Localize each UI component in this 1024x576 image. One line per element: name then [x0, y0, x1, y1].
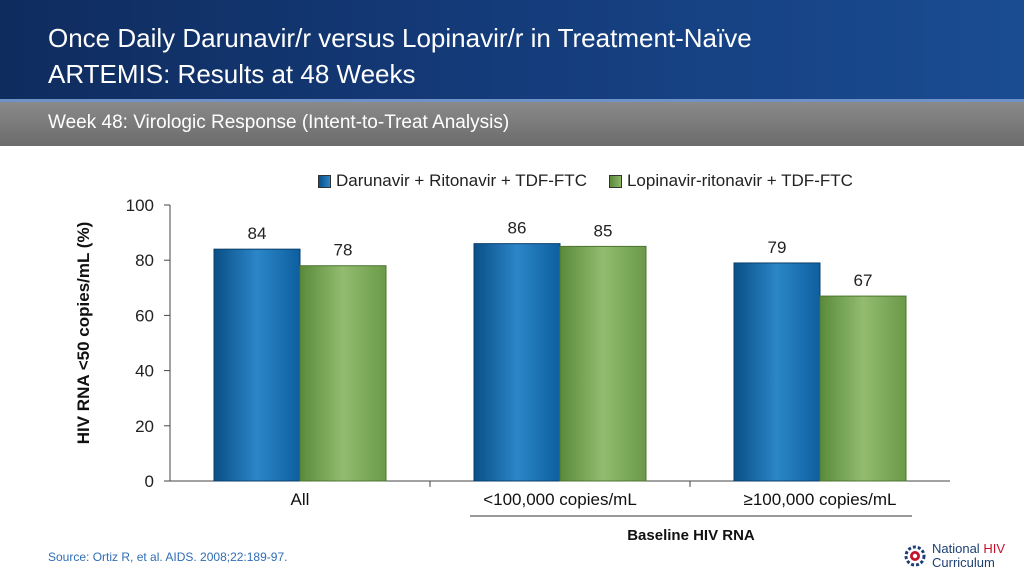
y-tick-label: 0 — [145, 472, 154, 491]
data-label: 86 — [508, 219, 527, 238]
y-tick-label: 20 — [135, 417, 154, 436]
subtitle-bar — [0, 102, 1024, 146]
x-tick-label: All — [291, 490, 310, 509]
title-bar — [0, 0, 1024, 102]
logo-text: National HIV Curriculum — [932, 542, 1005, 570]
y-tick-label: 80 — [135, 251, 154, 270]
legend-label-darunavir: Darunavir + Ritonavir + TDF-FTC — [336, 171, 587, 190]
x-tick-label: ≥100,000 copies/mL — [744, 490, 897, 509]
x-tick-label: <100,000 copies/mL — [483, 490, 637, 509]
y-tick-label: 60 — [135, 306, 154, 325]
bar-darunavir — [733, 262, 821, 482]
y-tick-label: 40 — [135, 362, 154, 381]
page-title-line2: ARTEMIS: Results at 48 Weeks — [48, 59, 416, 89]
legend-item-lopinavir: Lopinavir-ritonavir + TDF-FTC — [608, 171, 853, 191]
slide-subtitle: Week 48: Virologic Response (Intent-to-T… — [48, 112, 510, 133]
data-label: 79 — [768, 238, 787, 257]
legend-swatch-darunavir — [318, 174, 331, 188]
legend-item-darunavir: Darunavir + Ritonavir + TDF-FTC — [318, 171, 587, 191]
bar-lopinavir — [819, 295, 907, 482]
logo-national: National — [932, 541, 980, 556]
nhc-logo: National HIV Curriculum — [902, 542, 1005, 570]
data-label: 84 — [248, 224, 267, 243]
legend-swatch-lopinavir — [608, 174, 622, 188]
data-label: 85 — [594, 221, 613, 240]
bar-darunavir — [213, 248, 301, 482]
data-label: 78 — [334, 241, 353, 260]
logo-curriculum: Curriculum — [932, 555, 995, 570]
y-tick-label: 100 — [126, 196, 154, 215]
data-label: 67 — [854, 271, 873, 290]
legend-label-lopinavir: Lopinavir-ritonavir + TDF-FTC — [626, 171, 853, 190]
bar-darunavir — [473, 243, 561, 482]
bar-lopinavir — [559, 245, 647, 482]
source-citation: Source: Ortiz R, et al. AIDS. 2008;22:18… — [48, 550, 288, 564]
logo-hiv: HIV — [983, 541, 1005, 556]
bar-lopinavir — [299, 265, 387, 482]
page-title-line1: Once Daily Darunavir/r versus Lopinavir/… — [48, 23, 752, 53]
gear-icon — [904, 545, 926, 567]
chart-legend: Darunavir + Ritonavir + TDF-FTC Lopinavi… — [318, 171, 875, 191]
x-axis-label: Baseline HIV RNA — [627, 527, 755, 544]
